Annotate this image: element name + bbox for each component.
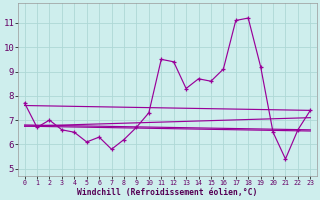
X-axis label: Windchill (Refroidissement éolien,°C): Windchill (Refroidissement éolien,°C) — [77, 188, 258, 197]
